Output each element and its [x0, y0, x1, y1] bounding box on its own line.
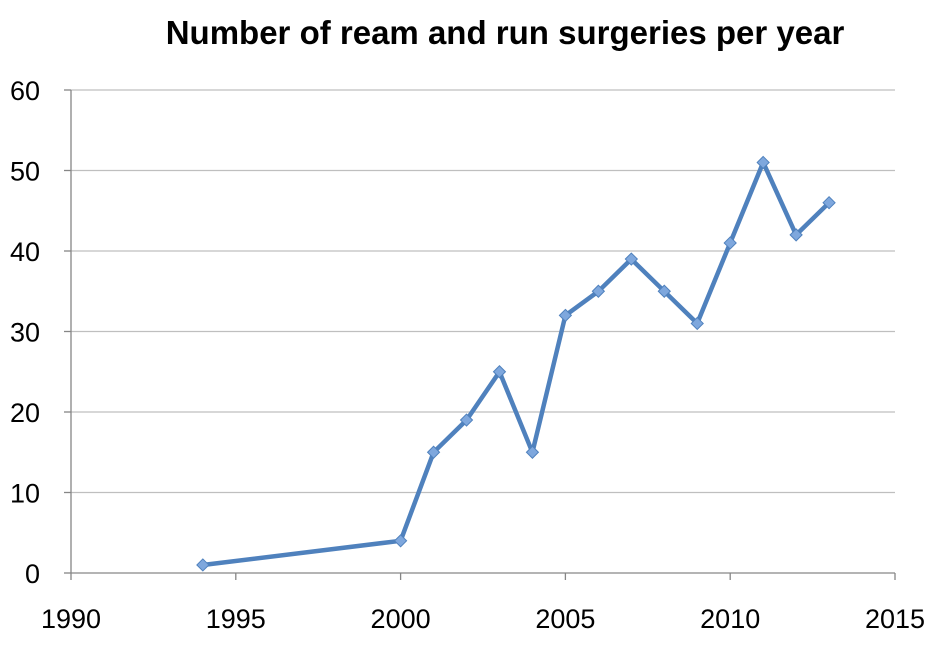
y-tick-label-10: 10: [10, 479, 40, 509]
y-tick-label-30: 30: [10, 318, 40, 348]
data-point-2003: [492, 365, 507, 379]
data-point-2004: [525, 445, 540, 459]
data-point-2000: [393, 534, 408, 548]
x-tick-label-2010: 2010: [700, 604, 760, 634]
axes: [64, 89, 896, 580]
series-layer: [196, 155, 836, 572]
y-tick-label-60: 60: [10, 76, 40, 106]
x-tick-label-2005: 2005: [535, 604, 595, 634]
data-point-2001: [426, 445, 441, 459]
gridlines: [71, 89, 895, 494]
y-tick-label-40: 40: [10, 237, 40, 267]
data-point-2007: [624, 252, 639, 266]
data-point-2010: [723, 236, 737, 250]
y-tick-label-50: 50: [10, 157, 40, 187]
data-point-2012: [789, 228, 803, 242]
data-point-2011: [756, 155, 770, 170]
series-line-0: [200, 160, 832, 568]
data-point-2008: [657, 284, 671, 298]
data-point-1994: [196, 558, 210, 572]
data-point-2013: [822, 195, 836, 210]
data-point-2005: [558, 308, 573, 323]
y-tick-label-20: 20: [10, 398, 40, 428]
y-tick-label-0: 0: [25, 559, 40, 589]
x-tick-label-2000: 2000: [371, 604, 431, 634]
chart-title: Number of ream and run surgeries per yea…: [165, 14, 845, 51]
data-point-2009: [690, 316, 704, 331]
x-tick-label-1990: 1990: [41, 604, 101, 634]
data-point-2006: [591, 284, 606, 298]
tick-labels: 0 10 20 30 40 50 60 1990 1995 2000 2005 2010 2015: [10, 76, 925, 634]
data-point-2002: [459, 413, 474, 427]
x-tick-label-2015: 2015: [865, 604, 925, 634]
x-tick-label-1995: 1995: [206, 604, 266, 634]
